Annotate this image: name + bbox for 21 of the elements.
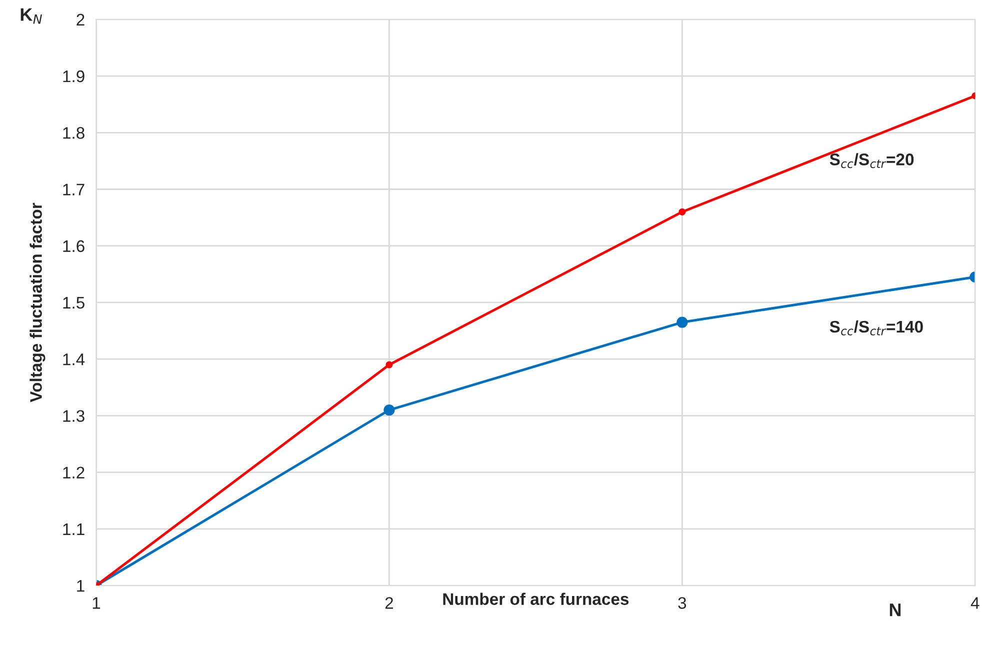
y-tick-label: 1.1 [63, 523, 84, 535]
y-tick-label: 2 [76, 14, 84, 26]
text: K$_{N}$ [20, 8, 42, 24]
y-tick-label: 1.2 [63, 466, 84, 478]
y-tick-label: 1 [77, 580, 84, 592]
x-axis-title: Number of arc furnaces [443, 592, 629, 605]
series-label: S$_{cc}$/S$_{ctr}$=20 [830, 153, 914, 168]
y-tick-label: 1.5 [63, 297, 84, 309]
y-tick-label: 1.4 [63, 354, 85, 366]
y-tick-label: 1.6 [63, 240, 84, 252]
x-tick-label: 2 [385, 597, 393, 609]
x-tick-label: 4 [970, 597, 980, 609]
y-axis-title: Voltage fluctuation factor [30, 202, 46, 402]
y-tick-label: 1.8 [63, 127, 84, 139]
x-tick-label: 1 [92, 597, 100, 609]
y-tick-label: 1.3 [63, 410, 84, 422]
y-tick-label: 1.9 [63, 70, 84, 82]
series-label: S$_{cc}$/S$_{ctr}$=140 [830, 320, 923, 336]
x-tick-label: 3 [678, 597, 686, 609]
text: N [890, 604, 901, 616]
y-tick-label: 1.7 [63, 184, 84, 196]
